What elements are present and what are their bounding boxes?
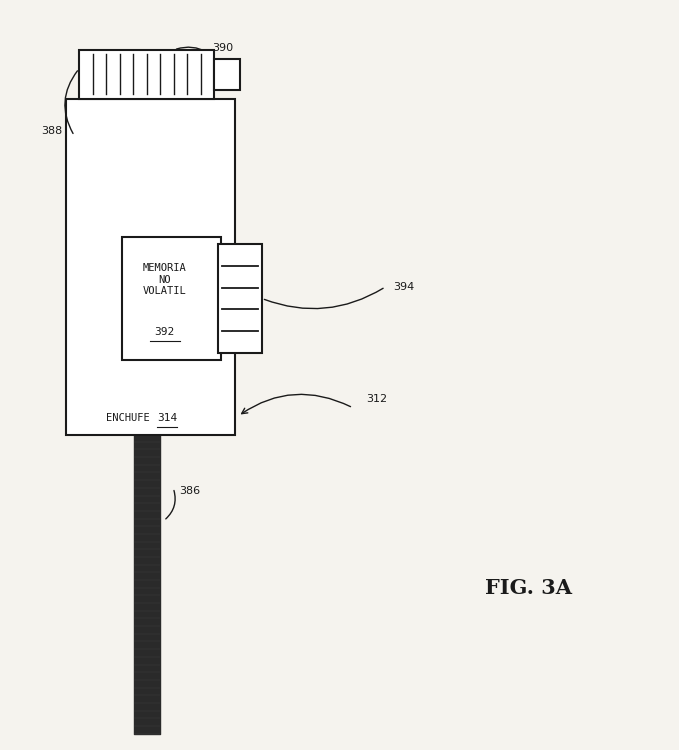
Text: 312: 312 [366, 394, 387, 404]
Text: 394: 394 [393, 282, 414, 292]
Text: 386: 386 [179, 486, 200, 496]
Text: 392: 392 [155, 327, 175, 337]
Bar [215, 59, 240, 89]
Bar [218, 244, 261, 352]
Text: 314: 314 [157, 413, 177, 423]
Bar [66, 98, 235, 435]
Text: MEMORIA
NO
VOLATIL: MEMORIA NO VOLATIL [143, 263, 187, 296]
Text: 390: 390 [213, 44, 234, 53]
Bar [122, 237, 221, 360]
Bar [79, 50, 215, 98]
Text: 388: 388 [41, 127, 62, 136]
Text: FIG. 3A: FIG. 3A [485, 578, 572, 598]
Text: ENCHUFE: ENCHUFE [106, 413, 150, 423]
